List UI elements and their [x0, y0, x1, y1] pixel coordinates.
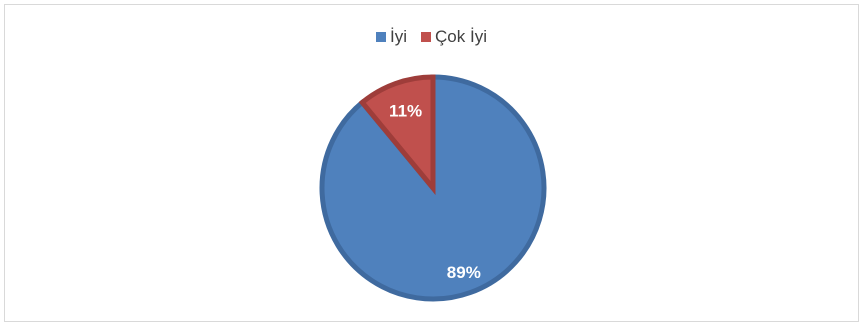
legend-label-iyi: İyi — [390, 27, 408, 46]
legend-label-cok-iyi: Çok İyi — [435, 27, 487, 46]
legend: İyi Çok İyi — [5, 27, 858, 47]
legend-swatch-cok-iyi — [421, 32, 432, 42]
data-label-iyi: 89% — [447, 263, 481, 282]
pie-slice-cok-iyi — [358, 74, 436, 195]
legend-item-cok-iyi: Çok İyi — [421, 27, 487, 47]
legend-item-iyi: İyi — [376, 27, 407, 47]
legend-swatch-iyi — [376, 32, 387, 42]
data-label-cok-iyi: 11% — [389, 101, 422, 120]
